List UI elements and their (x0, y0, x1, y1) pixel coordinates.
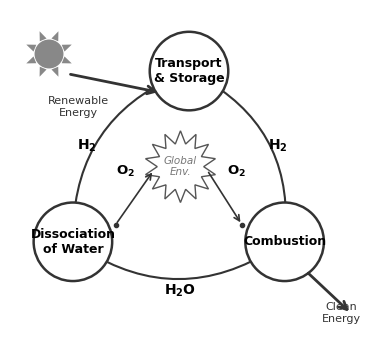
Polygon shape (51, 31, 59, 41)
Text: $\mathbf{H_2O}$: $\mathbf{H_2O}$ (164, 283, 197, 299)
Text: $\mathbf{O_2}$: $\mathbf{O_2}$ (116, 164, 135, 179)
Text: Renewable
Energy: Renewable Energy (48, 96, 108, 118)
Polygon shape (51, 67, 59, 77)
Text: Dissociation
of Water: Dissociation of Water (30, 228, 115, 256)
Text: Combustion: Combustion (243, 235, 326, 248)
Polygon shape (40, 67, 46, 77)
FancyArrowPatch shape (200, 76, 286, 228)
Polygon shape (26, 57, 36, 64)
Polygon shape (146, 131, 215, 203)
Circle shape (245, 203, 324, 281)
Text: Global
Env.: Global Env. (164, 156, 197, 177)
Polygon shape (62, 44, 72, 52)
Text: $\mathbf{H_2}$: $\mathbf{H_2}$ (77, 138, 96, 154)
FancyArrowPatch shape (84, 248, 275, 279)
Polygon shape (26, 44, 36, 52)
Circle shape (34, 40, 64, 68)
Circle shape (150, 32, 228, 110)
Polygon shape (40, 31, 46, 41)
Text: $\mathbf{H_2}$: $\mathbf{H_2}$ (268, 138, 288, 154)
FancyArrowPatch shape (73, 76, 177, 230)
Text: Clean
Energy: Clean Energy (321, 302, 361, 324)
Circle shape (34, 203, 112, 281)
Text: $\mathbf{O_2}$: $\mathbf{O_2}$ (227, 164, 246, 179)
Text: Transport
& Storage: Transport & Storage (154, 57, 224, 85)
Polygon shape (62, 57, 72, 64)
